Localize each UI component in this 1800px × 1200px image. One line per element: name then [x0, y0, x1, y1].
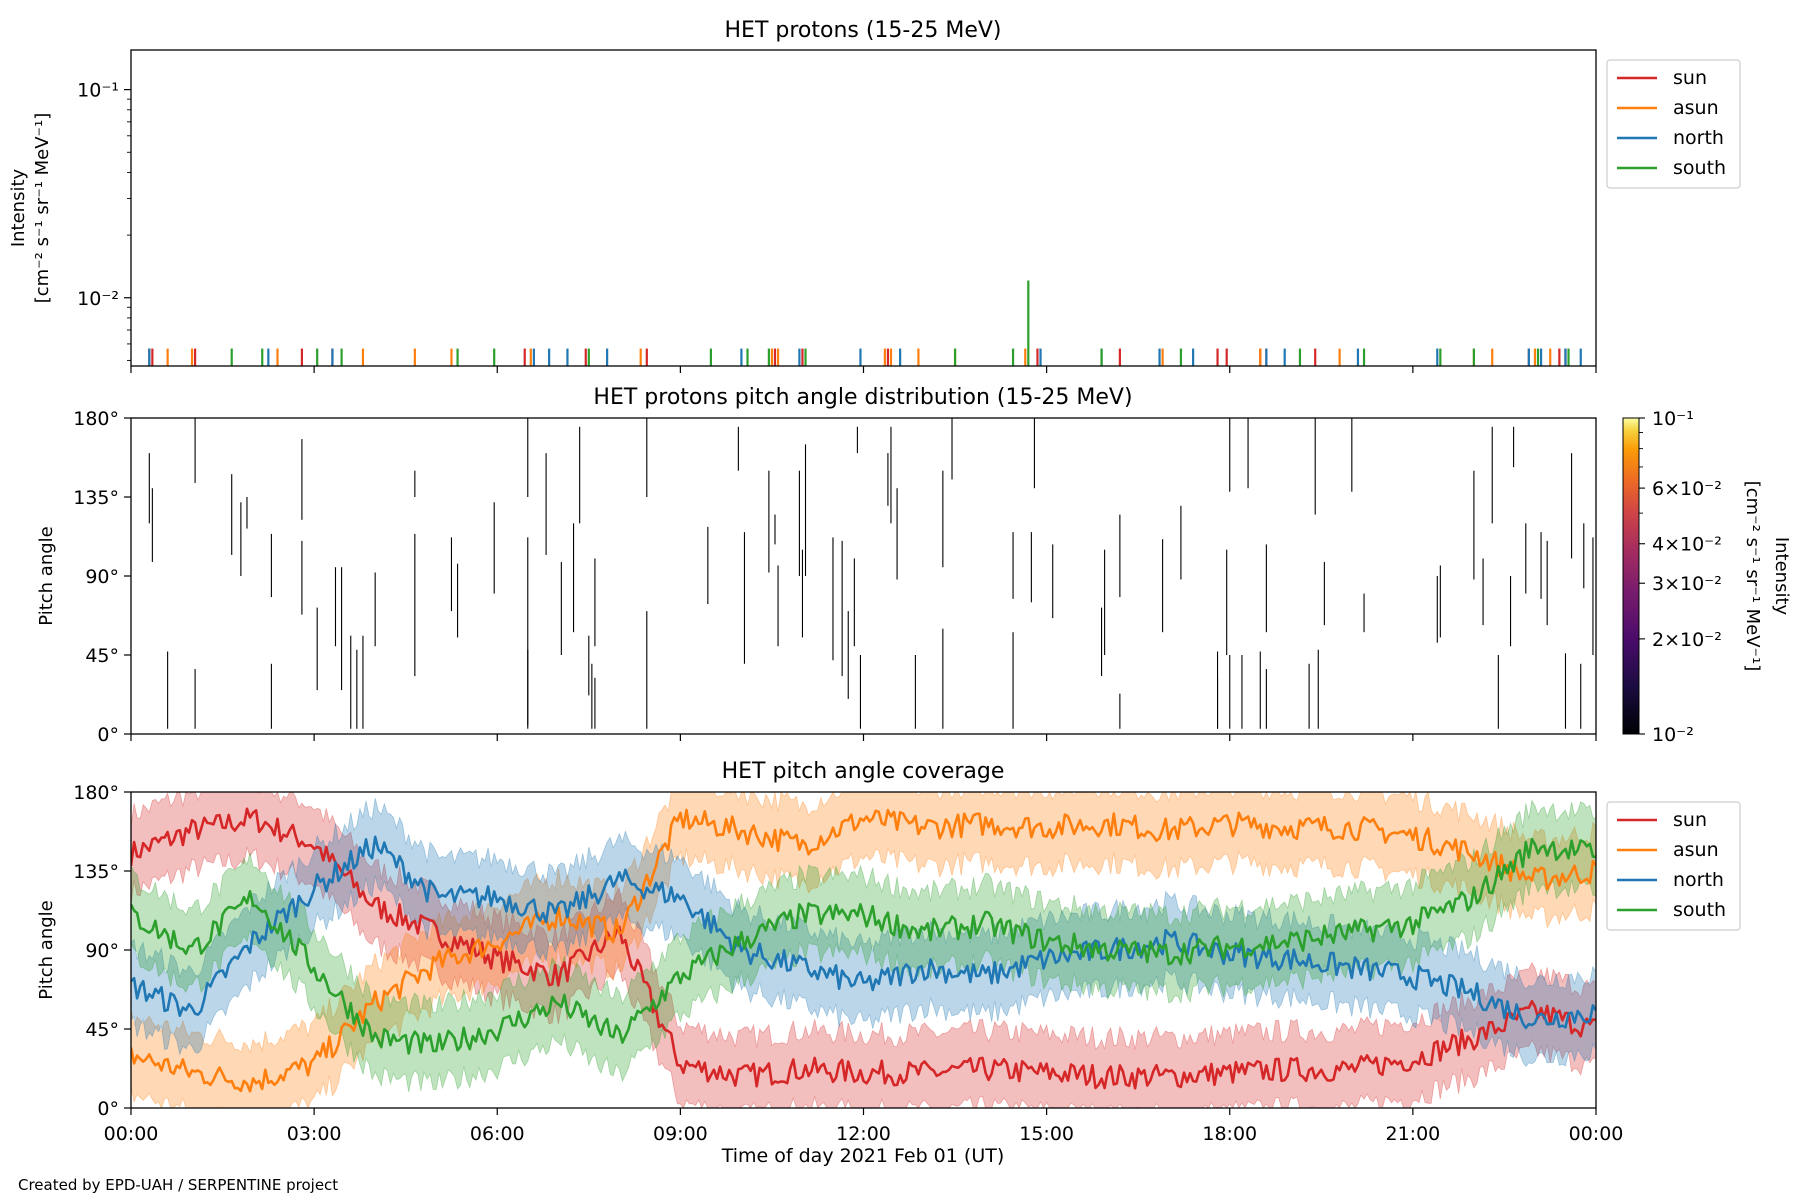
panel1-frame: [130, 49, 1597, 367]
x-tick-label: 18:00: [1202, 1123, 1257, 1145]
panel3-legend: sun asun north south: [1606, 801, 1741, 931]
panel3-marks: [131, 792, 1596, 1108]
x-tick-label: 03:00: [287, 1123, 342, 1145]
coverage-line-sun: [131, 807, 1596, 1090]
panel1-legend: sun asun north south: [1606, 59, 1741, 189]
colorbar-tick-label: 6×10⁻²: [1652, 478, 1722, 500]
coverage-band-south: [131, 799, 1596, 1093]
legend-label-south: south: [1673, 899, 1726, 921]
colorbar-gradient: [1622, 417, 1640, 735]
colorbar-tick-label: 2×10⁻²: [1652, 629, 1722, 651]
x-tick-label: 06:00: [470, 1123, 525, 1145]
coverage-band-sun: [131, 792, 1596, 1108]
panel1-ylabel-units: [cm⁻² s⁻¹ sr⁻¹ MeV⁻¹]: [32, 113, 53, 304]
y-tick-label: 0°: [97, 1098, 119, 1120]
colorbar-tick-label: 10⁻¹: [1652, 408, 1694, 430]
y-tick-label: 45°: [85, 1019, 119, 1041]
panel-intensity: HET protons (15-25 MeV) 10⁻¹ 10⁻² Intensi…: [8, 18, 1741, 373]
panel3-y-axis: 0° 45° 90° 135° 180°: [73, 782, 131, 1120]
panel2-ylabel: Pitch angle: [36, 526, 57, 625]
colorbar-label: Intensity: [1771, 537, 1792, 616]
panel1-y-axis: 10⁻¹ 10⁻²: [77, 80, 131, 361]
credit-text: Created by EPD-UAH / SERPENTINE project: [18, 1176, 339, 1194]
x-axis-label: Time of day 2021 Feb 01 (UT): [721, 1145, 1005, 1167]
colorbar: 10⁻¹ 6×10⁻² 4×10⁻² 3×10⁻² 2×10⁻² 10⁻² Intensi…: [1622, 408, 1792, 746]
x-tick-label: 00:00: [104, 1123, 159, 1145]
coverage-line-north: [131, 835, 1596, 1030]
colorbar-tick-label: 10⁻²: [1652, 724, 1694, 746]
panel2-title: HET protons pitch angle distribution (15…: [593, 385, 1132, 410]
y-tick-label: 10⁻²: [77, 288, 119, 310]
y-tick-label: 135°: [73, 861, 119, 883]
y-tick-label: 135°: [73, 487, 119, 509]
coverage-band-north: [131, 798, 1596, 1068]
panel2-marks: [148, 418, 1594, 729]
panel2-y-axis: 0° 45° 90° 135° 180°: [73, 408, 131, 746]
y-tick-label: 180°: [73, 782, 119, 804]
panel1-ylabel: Intensity: [8, 168, 29, 247]
y-tick-label: 90°: [85, 566, 119, 588]
panel1-marks: [148, 280, 1582, 366]
panel2-x-ticks: [130, 734, 1597, 741]
x-tick-label: 00:00: [1569, 1123, 1624, 1145]
y-tick-label: 10⁻¹: [77, 80, 119, 102]
legend-label-north: north: [1673, 869, 1724, 891]
panel-pad: HET protons pitch angle distribution (15…: [36, 385, 1792, 746]
colorbar-units: [cm⁻² s⁻¹ sr⁻¹ MeV⁻¹]: [1742, 481, 1763, 672]
x-tick-label: 12:00: [836, 1123, 891, 1145]
panel3-title: HET pitch angle coverage: [722, 759, 1005, 784]
x-tick-label: 15:00: [1019, 1123, 1074, 1145]
y-tick-label: 90°: [85, 940, 119, 962]
legend-label-south: south: [1673, 157, 1726, 179]
panel3-ylabel: Pitch angle: [36, 900, 57, 999]
legend-label-asun: asun: [1673, 97, 1719, 119]
y-tick-label: 45°: [85, 645, 119, 667]
colorbar-tick-label: 3×10⁻²: [1652, 573, 1722, 595]
x-tick-label: 21:00: [1385, 1123, 1440, 1145]
colorbar-tick-label: 4×10⁻²: [1652, 534, 1722, 556]
coverage-line-asun: [131, 808, 1596, 1093]
legend-label-sun: sun: [1673, 809, 1707, 831]
y-tick-label: 0°: [97, 724, 119, 746]
x-tick-label: 09:00: [653, 1123, 708, 1145]
coverage-line-south: [131, 837, 1596, 1055]
legend-label-north: north: [1673, 127, 1724, 149]
coverage-band-asun: [131, 792, 1596, 1108]
panel1-title: HET protons (15-25 MeV): [725, 18, 1002, 43]
y-tick-label: 180°: [73, 408, 119, 430]
legend-label-sun: sun: [1673, 67, 1707, 89]
panel1-x-ticks: [130, 366, 1597, 373]
panel-coverage: HET pitch angle coverage 0° 45° 90° 135° 180…: [36, 759, 1741, 1167]
legend-label-asun: asun: [1673, 839, 1719, 861]
panel3-x-ticks: 00:00 03:00 06:00 09:00 12:00 15:00 18:00 21:00…: [104, 1108, 1624, 1145]
